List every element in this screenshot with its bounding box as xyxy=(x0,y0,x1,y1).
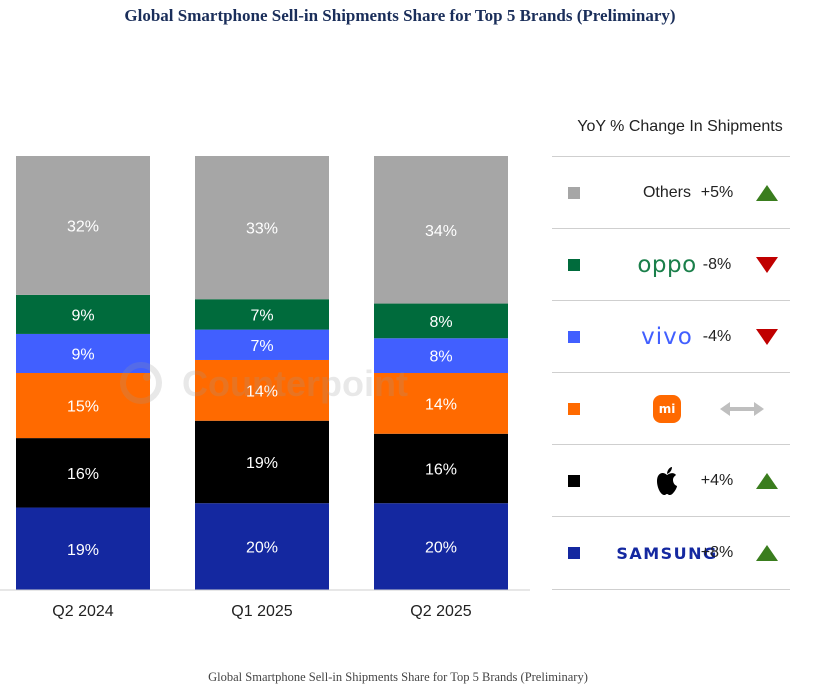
legend-row-vivo: vivo -4% xyxy=(552,300,790,373)
x-tick-label: Q2 2025 xyxy=(410,603,471,620)
legend-row-xiaomi: mi xyxy=(552,372,790,445)
bar-segment-apple xyxy=(374,433,508,504)
data-label-others: 34% xyxy=(425,223,457,240)
bar-segment-samsung xyxy=(195,503,329,590)
bar-segment-others xyxy=(374,156,508,304)
bars-group: 19% 16% 15% 9% 9% 32% 20% 19% 14% 7% 7% 33% 20% 16% 14… xyxy=(16,156,508,590)
legend-swatch xyxy=(568,259,580,271)
legend-swatch xyxy=(568,187,580,199)
legend-row-others: Others +5% xyxy=(552,156,790,229)
data-label-oppo: 9% xyxy=(71,307,94,324)
trend-down-icon xyxy=(756,329,778,345)
legend-row-apple: +4% xyxy=(552,444,790,517)
bar-segment-vivo xyxy=(16,333,150,373)
bar-segment-xiaomi xyxy=(195,359,329,421)
legend-brand: oppo xyxy=(602,229,732,301)
bar-segment-oppo xyxy=(16,294,150,334)
watermark-text: Counterpoint xyxy=(182,363,408,404)
legend-brand-name: oppo xyxy=(637,252,697,278)
x-axis-labels: Q2 2024 Q1 2025 Q2 2025 xyxy=(52,603,471,620)
bar-segment-xiaomi xyxy=(16,373,150,439)
data-label-vivo: 7% xyxy=(250,338,273,355)
legend-brand: vivo xyxy=(602,301,732,373)
bar-segment-oppo xyxy=(374,303,508,339)
legend-yoy-change: -4% xyxy=(702,328,732,345)
xiaomi-logo-icon: mi xyxy=(653,395,681,423)
trend-flat-icon xyxy=(720,401,764,417)
trend-down-icon xyxy=(756,257,778,273)
bar-segment-apple xyxy=(195,420,329,504)
data-label-oppo: 7% xyxy=(250,307,273,324)
watermark-logo-dot xyxy=(143,373,151,381)
bar-segment-others xyxy=(16,156,150,295)
data-label-apple: 16% xyxy=(67,466,99,483)
data-label-samsung: 19% xyxy=(67,542,99,559)
legend-row-samsung: SAMSUNG +8% xyxy=(552,516,790,590)
bar-segment-apple xyxy=(16,438,150,508)
trend-up-icon xyxy=(756,473,778,489)
legend-row-oppo: oppo -8% xyxy=(552,228,790,301)
data-label-oppo: 8% xyxy=(429,314,452,331)
legend-swatch xyxy=(568,403,580,415)
data-label-samsung: 20% xyxy=(246,540,278,557)
watermark-logo-icon xyxy=(120,362,162,404)
data-label-apple: 19% xyxy=(246,455,278,472)
data-label-vivo: 9% xyxy=(71,346,94,363)
apple-logo-icon xyxy=(657,467,677,495)
trend-up-icon xyxy=(756,545,778,561)
bar-segment-others xyxy=(195,156,329,300)
bar-segment-vivo xyxy=(374,338,508,373)
data-label-others: 32% xyxy=(67,218,99,235)
chart-caption: Global Smartphone Sell-in Shipments Shar… xyxy=(208,670,588,684)
bar-segment-samsung xyxy=(374,503,508,590)
legend-yoy-change: +5% xyxy=(700,184,734,201)
watermark: Counterpoint xyxy=(120,362,408,404)
x-tick-label: Q1 2025 xyxy=(231,603,292,620)
legend-brand: mi xyxy=(602,373,732,445)
data-label-xiaomi: 14% xyxy=(425,396,457,413)
trend-up-icon xyxy=(756,185,778,201)
bar-segment-oppo xyxy=(195,299,329,330)
legend-yoy-change: +4% xyxy=(700,472,734,489)
data-label-xiaomi: 14% xyxy=(246,383,278,400)
data-label-apple: 16% xyxy=(425,461,457,478)
bar-segment-xiaomi xyxy=(374,373,508,434)
data-label-vivo: 8% xyxy=(429,349,452,366)
legend-swatch xyxy=(568,547,580,559)
x-tick-label: Q2 2024 xyxy=(52,603,113,620)
legend-yoy-change: -8% xyxy=(702,256,732,273)
legend-brand-name: vivo xyxy=(641,324,693,350)
data-label-others: 33% xyxy=(246,221,278,238)
legend-yoy-change: +8% xyxy=(700,544,734,561)
bar-segment-samsung xyxy=(16,507,150,590)
legend-brand-name: Others xyxy=(642,184,691,201)
legend-swatch xyxy=(568,331,580,343)
bar-segment-vivo xyxy=(195,329,329,360)
legend-title: YoY % Change In Shipments xyxy=(577,118,783,135)
chart-title: Global Smartphone Sell-in Shipments Shar… xyxy=(124,6,676,25)
legend-swatch xyxy=(568,475,580,487)
legend-brand-name: SAMSUNG xyxy=(616,543,718,563)
data-label-samsung: 20% xyxy=(425,540,457,557)
data-label-xiaomi: 15% xyxy=(67,399,99,416)
legend-brand: Others xyxy=(602,157,732,229)
legend-brand xyxy=(602,445,732,517)
legend-brand: SAMSUNG xyxy=(602,517,732,589)
stacked-bar-chart: 19% 16% 15% 9% 9% 32% 20% 19% 14% 7% 7% 33% 20% 16% 14… xyxy=(0,156,530,620)
